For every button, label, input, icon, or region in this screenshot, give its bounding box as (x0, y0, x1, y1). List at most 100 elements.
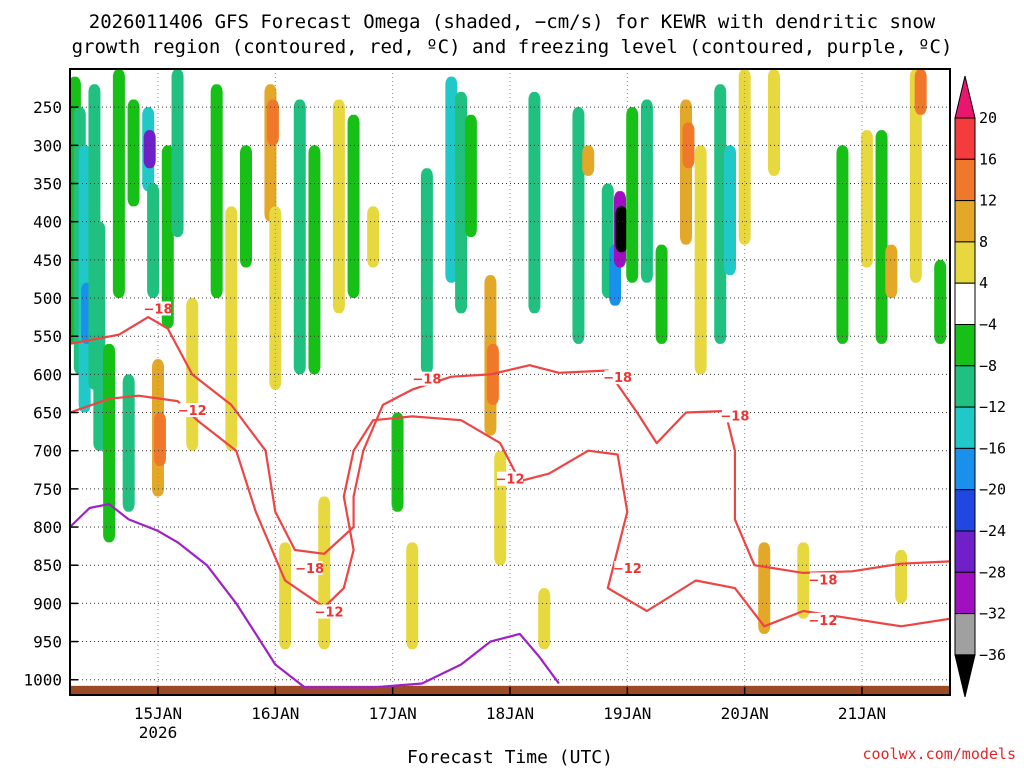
colorbar-label: 4 (979, 274, 988, 292)
x-tick-label: 16JAN (251, 704, 299, 723)
colorbar-segment (954, 117, 976, 160)
y-tick-label: 600 (33, 365, 62, 384)
omega-cell (885, 244, 898, 299)
colorbar-label: 8 (979, 233, 988, 251)
y-tick-label: 250 (33, 98, 62, 117)
omega-cell (464, 114, 477, 237)
omega-cell (914, 69, 927, 115)
omega-cell (347, 114, 360, 299)
omega-cell (332, 99, 345, 314)
colorbar-label: −12 (979, 398, 1006, 416)
omega-cell (494, 450, 507, 566)
contour-lines (70, 316, 950, 689)
y-tick-label: 700 (33, 442, 62, 461)
colorbar-segment (954, 447, 976, 491)
x-tick-label: 17JAN (369, 704, 417, 723)
colorbar-segment (954, 530, 976, 573)
contour-label: −12 (808, 614, 837, 629)
omega-cell (293, 99, 306, 375)
y-tick-label: 750 (33, 480, 62, 499)
colorbar-label: 20 (979, 109, 997, 127)
omega-cell (528, 91, 541, 314)
contour-label-bg (604, 370, 631, 385)
contour-label-bg (296, 561, 323, 576)
contour-label-bg (316, 604, 343, 619)
colorbar-label: −16 (979, 439, 1006, 457)
contour-label-bg (809, 572, 836, 587)
colorbar-label: −4 (979, 316, 997, 334)
omega-cell (171, 69, 184, 237)
x-tick-label: 21JAN (838, 704, 886, 723)
colorbar-segment (954, 489, 976, 532)
omega-cell (406, 542, 419, 650)
y-axis-ticks: 250 300 350 400 450 500 550 600 650 700 750 800 850 9… (23, 98, 78, 690)
y-tick-label: 400 (33, 213, 62, 232)
credit-text[interactable]: coolwx.com/models (862, 745, 1016, 763)
contour-line (70, 503, 560, 689)
colorbar-segment (954, 406, 976, 449)
omega-cell (122, 374, 135, 512)
colorbar-label: −28 (979, 563, 1006, 581)
colorbar-label: −20 (979, 481, 1006, 499)
colorbar-label: −8 (979, 357, 997, 375)
omega-cell (694, 145, 707, 375)
omega-cell (582, 145, 595, 176)
x-axis-label: Forecast Time (UTC) (407, 747, 613, 768)
contour-label-bg (145, 301, 171, 316)
omega-cell (875, 130, 888, 344)
x-tick-label: 19JAN (603, 704, 651, 723)
contour-label: −18 (720, 409, 749, 424)
x-tick-sublabel: 2026 (139, 723, 178, 742)
omega-cell (153, 412, 166, 466)
y-tick-label: 300 (33, 136, 62, 155)
contour-line (70, 316, 950, 574)
omega-cell (640, 99, 653, 283)
omega-cell (909, 69, 922, 283)
contour-label-bg (497, 471, 523, 486)
y-tick-label: 450 (33, 251, 62, 270)
omega-cell (210, 84, 223, 299)
omega-cell (127, 99, 140, 207)
omega-cell (240, 145, 252, 268)
omega-cell (225, 206, 238, 451)
y-tick-label: 650 (33, 404, 62, 423)
omega-cell (143, 130, 156, 169)
contour-label: −12 (496, 473, 525, 488)
y-tick-label: 500 (33, 289, 62, 308)
colorbar-label: −32 (979, 605, 1006, 623)
title-line-1: 2026011406 GFS Forecast Omega (shaded, −… (89, 11, 936, 33)
grid-lines (70, 69, 950, 695)
omega-cell (367, 206, 380, 268)
colorbar-segment (954, 571, 976, 615)
omega-cell (279, 542, 292, 650)
contour-labels: −18 −12 −18 −12 −18 −12 −18 −12 −18 −18 −12 (144, 301, 837, 629)
colorbar: 20 16 12 8 4 −4 −8 −12 −16 −20 −24 −28 −32 −36 (954, 75, 1006, 698)
omega-cell (860, 130, 873, 268)
omega-cell (682, 122, 695, 169)
colorbar-label: −36 (979, 646, 1006, 664)
omega-cell (266, 99, 279, 146)
omega-cell (103, 343, 116, 543)
omega-cell (269, 206, 282, 390)
colorbar-segment (954, 158, 976, 202)
x-tick-label: 15JAN (134, 704, 182, 723)
omega-cell (895, 549, 908, 604)
omega-cell (420, 168, 433, 375)
colorbar-segment (954, 365, 976, 408)
omega-cell (147, 183, 160, 299)
omega-cell (455, 91, 468, 314)
omega-cell (615, 206, 628, 253)
omega-cell (626, 107, 639, 283)
colorbar-label: −24 (979, 522, 1006, 540)
y-tick-label: 800 (33, 518, 62, 537)
omega-cell (797, 542, 810, 619)
contour-label: −18 (144, 302, 173, 317)
omega-cell (538, 588, 551, 650)
x-tick-label: 18JAN (486, 704, 534, 723)
contour-label: −18 (808, 573, 837, 588)
contour-label-bg (413, 371, 440, 386)
colorbar-top-triangle (954, 75, 976, 119)
colorbar-segment (954, 282, 976, 326)
y-tick-label: 950 (33, 633, 62, 652)
